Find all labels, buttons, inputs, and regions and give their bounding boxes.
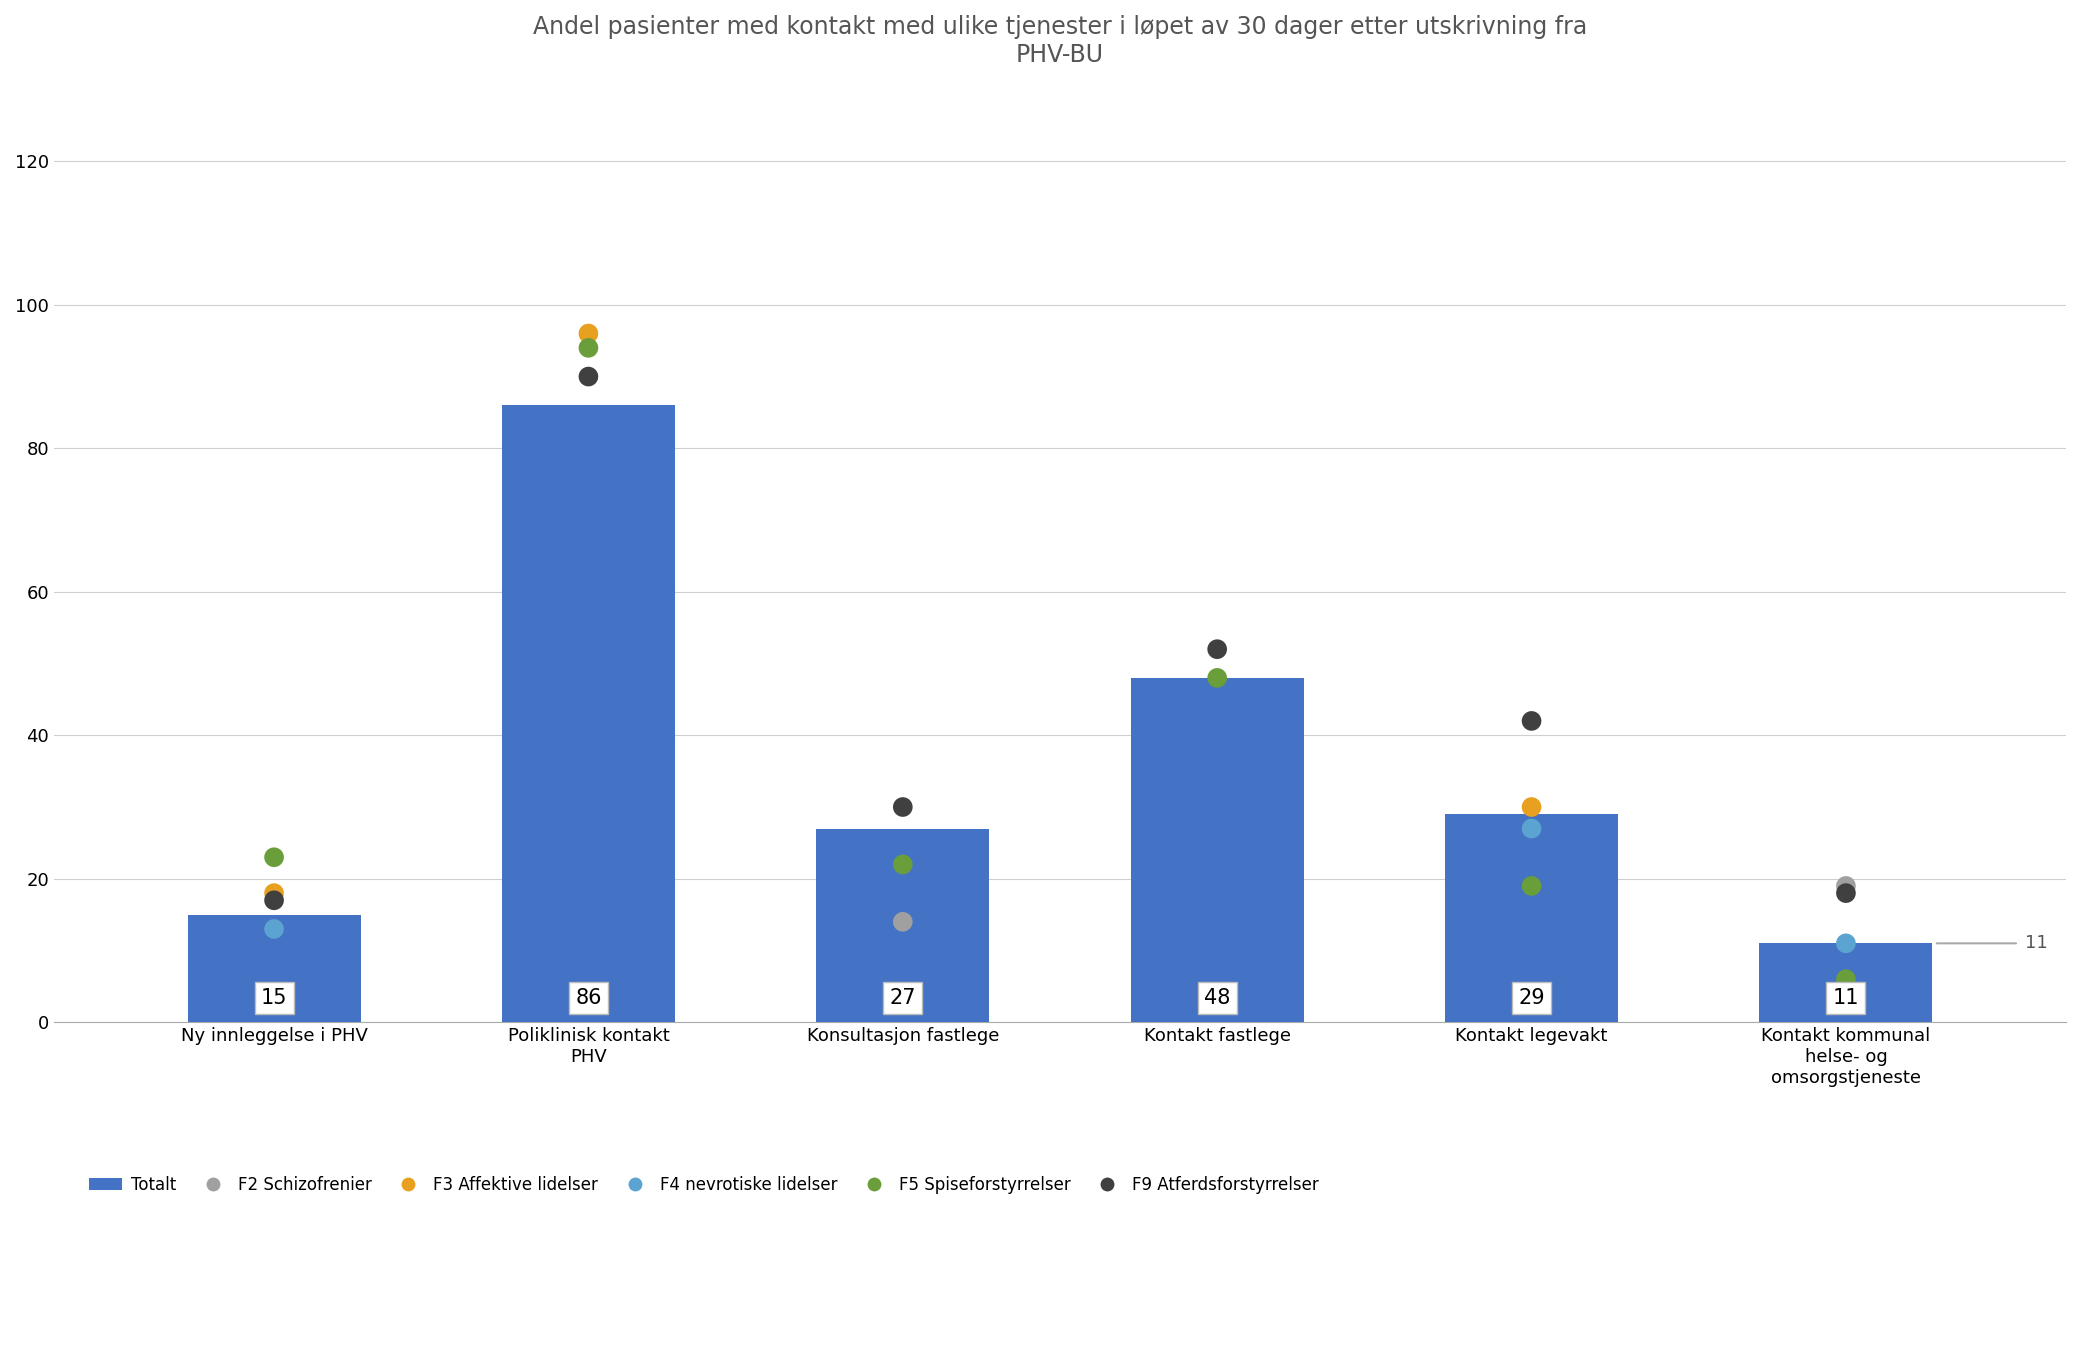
Point	[572, 338, 606, 359]
Point	[258, 889, 291, 911]
Point	[258, 847, 291, 868]
Title: Andel pasienter med kontakt med ulike tjenester i løpet av 30 dager etter utskri: Andel pasienter med kontakt med ulike tj…	[533, 15, 1588, 67]
Point	[1829, 968, 1862, 989]
Point	[1829, 882, 1862, 904]
Point	[1515, 875, 1548, 897]
Point	[1829, 875, 1862, 897]
Bar	[816, 829, 988, 1022]
Point	[887, 853, 920, 875]
Bar	[187, 915, 360, 1022]
Point	[887, 911, 920, 932]
Text: 11: 11	[1833, 988, 1858, 1009]
Text: 48: 48	[1205, 988, 1230, 1009]
Text: 86: 86	[574, 988, 601, 1009]
Point	[1515, 710, 1548, 732]
Text: 27: 27	[889, 988, 916, 1009]
Point	[1829, 932, 1862, 954]
Bar	[1130, 678, 1303, 1022]
Bar	[1444, 814, 1619, 1022]
Point	[572, 366, 606, 388]
Point	[1201, 667, 1234, 689]
Point	[1515, 818, 1548, 840]
Text: 29: 29	[1519, 988, 1544, 1009]
Point	[258, 919, 291, 940]
Point	[1515, 796, 1548, 818]
Point	[572, 323, 606, 344]
Legend: Totalt, F2 Schizofrenier, F3 Affektive lidelser, F4 nevrotiske lidelser, F5 Spis: Totalt, F2 Schizofrenier, F3 Affektive l…	[83, 1169, 1326, 1200]
Point	[1201, 638, 1234, 660]
Bar	[502, 406, 674, 1022]
Bar	[1758, 943, 1933, 1022]
Point	[887, 796, 920, 818]
Text: 15: 15	[260, 988, 287, 1009]
Point	[258, 882, 291, 904]
Text: 11: 11	[2025, 935, 2048, 953]
